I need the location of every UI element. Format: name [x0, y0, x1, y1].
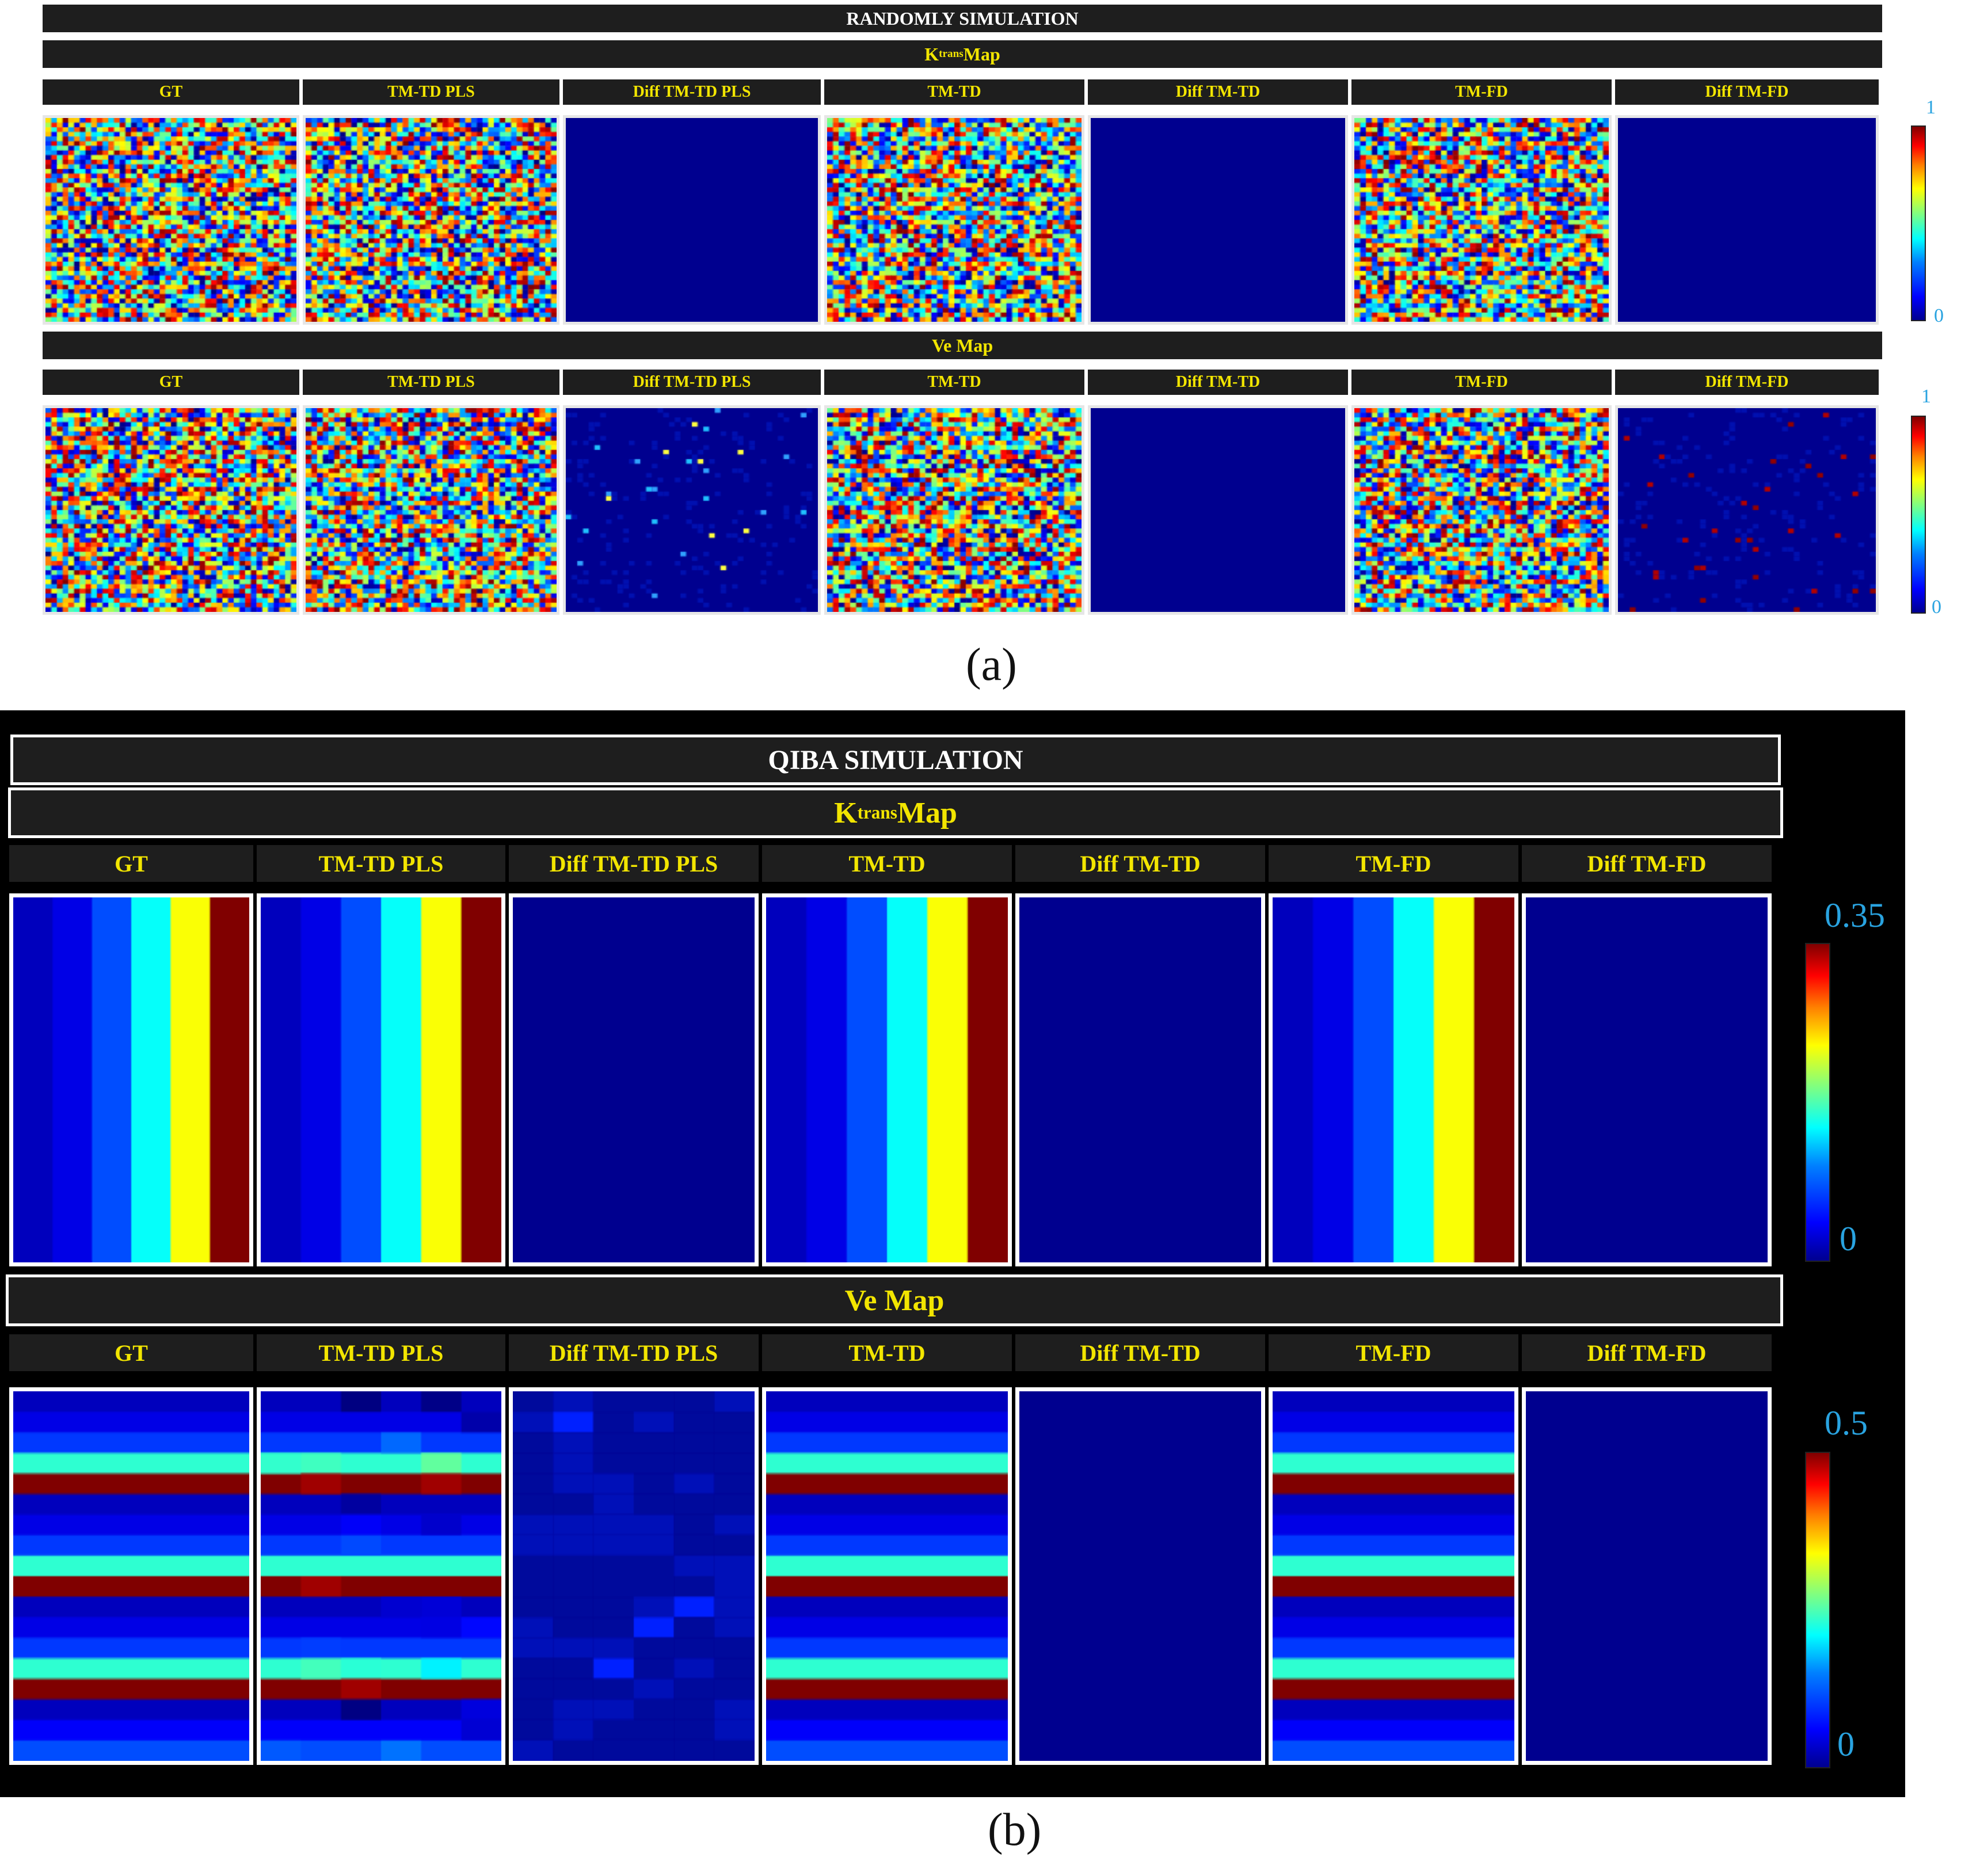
panel-b-ktrans-tile-diff-tm-fd: [1522, 893, 1772, 1266]
panel-b-ktrans-tile-tm-td-pls: [257, 893, 505, 1266]
panel-a-caption: (a): [966, 640, 1017, 690]
panel-a-ve-header-gt: GT: [43, 370, 299, 395]
panel-b-ktrans-tile-tm-fd: [1269, 893, 1518, 1266]
panel-a-ktrans-tile-diff-tm-td: [1088, 115, 1348, 325]
panel-a-ktrans-header-diff-tm-td: Diff TM-TD: [1088, 79, 1348, 105]
panel-a-ktrans-tile-tm-td-pls: [303, 115, 559, 325]
panel-a-ve-tile-diff-tm-fd: [1615, 405, 1879, 615]
panel-b-ve-tile-tm-td-pls: [257, 1387, 505, 1765]
panel-a-ve-title: Ve Map: [43, 332, 1882, 359]
panel-b-caption: (b): [988, 1805, 1042, 1855]
panel-b-ve-tile-diff-tm-fd: [1522, 1387, 1772, 1765]
panel-b-ktrans-colorbar-max: 0.35: [1825, 896, 1885, 934]
panel-a-ve-tile-gt: [43, 405, 299, 615]
panel-b-ktrans-colorbar: [1805, 943, 1830, 1262]
panel-a-ve-tile-tm-td: [824, 405, 1084, 615]
panel-a-ktrans-tile-tm-td: [824, 115, 1084, 325]
panel-b-ktrans-header-diff-tm-fd: Diff TM-FD: [1522, 845, 1772, 882]
panel-b-ktrans-header-diff-tm-td: Diff TM-TD: [1015, 845, 1265, 882]
panel-a-ktrans-colorbar-max: 1: [1926, 97, 1936, 118]
panel-b-ktrans-tile-diff-tm-td: [1015, 893, 1265, 1266]
panel-b-ve-tile-tm-td: [762, 1387, 1012, 1765]
panel-a-ktrans-tile-diff-tm-td-pls: [563, 115, 821, 325]
panel-b-ktrans-header-tm-td: TM-TD: [762, 845, 1012, 882]
panel-b-ve-tile-gt: [9, 1387, 253, 1765]
panel-b-ktrans-header-tm-fd: TM-FD: [1269, 845, 1518, 882]
panel-b-title: QIBA SIMULATION: [10, 735, 1781, 785]
panel-a-ktrans-tile-gt: [43, 115, 299, 325]
panel-a-ktrans-tile-diff-tm-fd: [1615, 115, 1879, 325]
panel-a-ktrans-colorbar: [1911, 125, 1926, 321]
panel-a-ktrans-header-diff-tm-td-pls: Diff TM-TD PLS: [563, 79, 821, 105]
panel-b-ve-header-diff-tm-fd: Diff TM-FD: [1522, 1334, 1772, 1371]
panel-a-ve-header-tm-td: TM-TD: [824, 370, 1084, 395]
panel-a-ve-header-tm-fd: TM-FD: [1351, 370, 1612, 395]
panel-a-ve-colorbar-min: 0: [1932, 596, 1941, 618]
panel-b-ktrans-tile-tm-td: [762, 893, 1012, 1266]
panel-a-ktrans-colorbar-min: 0: [1934, 305, 1944, 326]
panel-a-ktrans-header-tm-fd: TM-FD: [1351, 79, 1612, 105]
panel-a-ve-header-diff-tm-fd: Diff TM-FD: [1615, 370, 1879, 395]
panel-a-ktrans-header-diff-tm-fd: Diff TM-FD: [1615, 79, 1879, 105]
panel-b-ve-colorbar: [1805, 1452, 1830, 1768]
panel-b-ve-tile-tm-fd: [1269, 1387, 1518, 1765]
panel-a-ve-tile-tm-fd: [1351, 405, 1612, 615]
panel-a-ktrans-tile-tm-fd: [1351, 115, 1612, 325]
panel-b-ve-tile-diff-tm-td: [1015, 1387, 1265, 1765]
panel-a-ve-header-tm-td-pls: TM-TD PLS: [303, 370, 559, 395]
panel-b-ktrans-header-gt: GT: [9, 845, 253, 882]
panel-b-ktrans-header-tm-td-pls: TM-TD PLS: [257, 845, 505, 882]
panel-b-ve-colorbar-min: 0: [1837, 1725, 1855, 1763]
panel-a-ve-colorbar-max: 1: [1921, 386, 1931, 407]
panel-b-ktrans-tile-diff-tm-td-pls: [509, 893, 759, 1266]
panel-b-ktrans-colorbar-min: 0: [1840, 1220, 1857, 1258]
panel-a-ve-tile-tm-td-pls: [303, 405, 559, 615]
panel-b-ve-header-tm-td-pls: TM-TD PLS: [257, 1334, 505, 1371]
panel-a-ve-header-diff-tm-td-pls: Diff TM-TD PLS: [563, 370, 821, 395]
panel-b-ve-header-gt: GT: [9, 1334, 253, 1371]
panel-a-ktrans-header-tm-td-pls: TM-TD PLS: [303, 79, 559, 105]
panel-b-ve-header-diff-tm-td: Diff TM-TD: [1015, 1334, 1265, 1371]
panel-a-ve-colorbar: [1911, 416, 1926, 614]
panel-a-ktrans-header-gt: GT: [43, 79, 299, 105]
panel-b-ktrans-header-diff-tm-td-pls: Diff TM-TD PLS: [509, 845, 759, 882]
panel-b-ve-header-diff-tm-td-pls: Diff TM-TD PLS: [509, 1334, 759, 1371]
panel-b-ve-header-tm-td: TM-TD: [762, 1334, 1012, 1371]
panel-b-ve-title: Ve Map: [6, 1274, 1783, 1326]
panel-a-ve-header-diff-tm-td: Diff TM-TD: [1088, 370, 1348, 395]
panel-a-ve-tile-diff-tm-td: [1088, 405, 1348, 615]
panel-a-ktrans-header-tm-td: TM-TD: [824, 79, 1084, 105]
panel-b-ktrans-tile-gt: [9, 893, 253, 1266]
panel-b-ve-header-tm-fd: TM-FD: [1269, 1334, 1518, 1371]
panel-b-ve-colorbar-max: 0.5: [1825, 1404, 1868, 1442]
panel-a-ve-tile-diff-tm-td-pls: [563, 405, 821, 615]
panel-a-title: RANDOMLY SIMULATION: [43, 5, 1882, 32]
panel-b-ve-tile-diff-tm-td-pls: [509, 1387, 759, 1765]
